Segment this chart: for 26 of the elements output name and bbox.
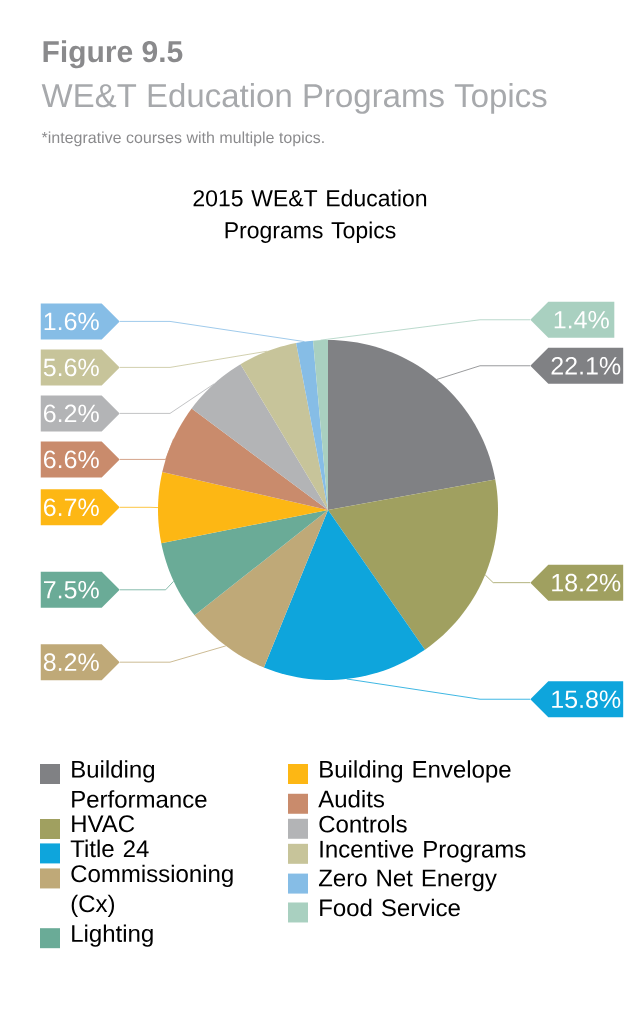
- data-label: 1.6%: [44, 312, 99, 331]
- legend-label: Incentive Programs: [320, 840, 526, 863]
- text: 2015 WE&T Education Programs Topics: [193, 189, 427, 243]
- data-label: 18.2%: [552, 573, 621, 592]
- legend-label: Zero Net Energy: [318, 869, 497, 892]
- legend-label: Lighting: [72, 924, 153, 947]
- legend-label: Controls: [319, 814, 407, 833]
- data-label: 6.2%: [44, 404, 99, 423]
- text: *integrative courses with multiple topics.: [41, 131, 324, 147]
- data-label: 15.8%: [552, 690, 621, 709]
- legend-label: Food Service: [320, 898, 460, 917]
- chart-title: Figure 9.5: [43, 40, 183, 69]
- legend-label: Title 24: [70, 839, 149, 858]
- legend-label: Commissioning (Cx): [71, 864, 233, 917]
- data-label: 22.1%: [551, 356, 621, 375]
- data-label: 6.7%: [44, 498, 99, 517]
- legend-label: Building Performance: [72, 760, 207, 808]
- chart-subtitle: WE&T Education Programs Topics: [41, 83, 547, 114]
- data-label: 6.6%: [44, 450, 99, 469]
- data-label: 7.5%: [44, 580, 99, 599]
- data-label: 5.6%: [43, 358, 99, 377]
- data-label: 8.2%: [43, 653, 99, 672]
- legend-label: Building Envelope: [320, 760, 511, 783]
- legend-label: Audits: [318, 789, 385, 808]
- legend-label: HVAC: [72, 815, 135, 833]
- data-label: 1.4%: [554, 311, 609, 329]
